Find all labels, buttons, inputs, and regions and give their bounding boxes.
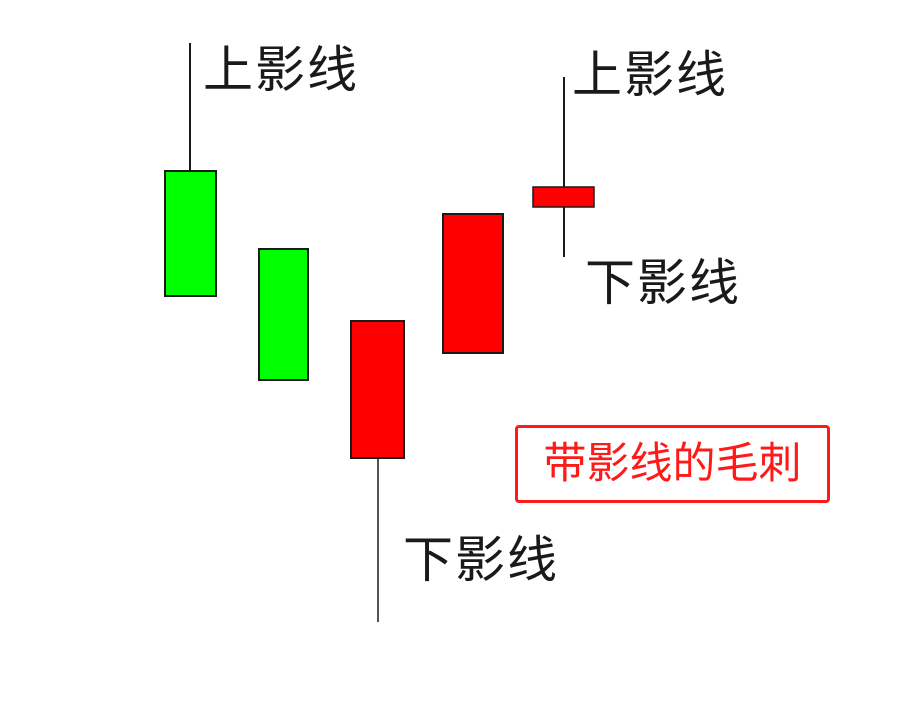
candle-1-body: [164, 170, 217, 297]
lower-shadow-label-right: 下影线: [585, 254, 741, 312]
candle-4-body: [442, 213, 504, 354]
note-box: 带影线的毛刺: [515, 425, 830, 503]
lower-shadow-label-bottom: 下影线: [403, 531, 559, 589]
candle-5-body: [532, 186, 595, 208]
candle-2-body: [258, 248, 309, 381]
upper-shadow-label-left: 上影线: [203, 41, 359, 99]
upper-shadow-label-right: 上影线: [572, 46, 728, 104]
candle-3-body: [350, 320, 405, 459]
